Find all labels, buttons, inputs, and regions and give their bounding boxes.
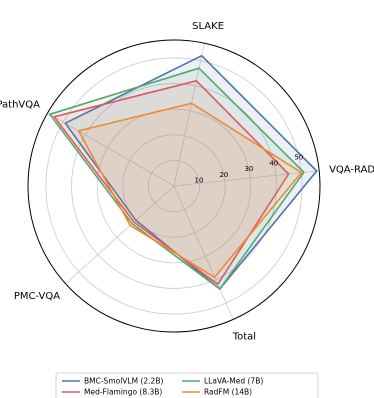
axis-label-2: PathVQA — [0, 100, 40, 111]
radar-grid — [27, 39, 321, 333]
spoke-1 — [173, 43, 205, 187]
grid-circle-0 — [147, 159, 201, 213]
spoke-0 — [173, 170, 320, 187]
tick-label-1: 20 — [219, 171, 228, 179]
legend-label-1: LLaVA-Med (7B) — [204, 377, 263, 386]
legend: BMC-SmolVLM (2.2B) LLaVA-Med (7B) Med-Flam… — [55, 372, 319, 398]
legend-label-0: BMC-SmolVLM (2.2B) — [84, 377, 163, 386]
spoke-4 — [173, 185, 234, 320]
grid-circle-2 — [96, 108, 252, 264]
grid-circle-3 — [71, 83, 277, 289]
radar-series — [48, 54, 318, 290]
legend-box — [55, 372, 319, 398]
series-1 — [48, 67, 305, 290]
axis-label-3: PMC-VQA — [14, 291, 60, 302]
tick-label-3: 40 — [269, 160, 278, 168]
spoke-2 — [47, 112, 175, 187]
legend-label-3: RadFM (14B) — [204, 388, 252, 397]
legend-label-2: Med-Flamingo (8.3B) — [84, 388, 162, 397]
grid-circle-1 — [122, 134, 226, 238]
tick-label-4: 50 — [294, 154, 303, 162]
axis-label-1: SLAKE — [192, 21, 224, 32]
outer-circle — [27, 39, 321, 333]
grid-circle-4 — [45, 57, 303, 315]
axis-label-4: Total — [232, 331, 256, 342]
series-2 — [53, 80, 290, 286]
tick-label-2: 30 — [244, 165, 253, 173]
radar-labels: VQA-RAD SLAKE PathVQA PMC-VQA Total 10 20 30 40 5… — [0, 21, 374, 342]
spoke-3 — [65, 185, 175, 284]
axis-label-0: VQA-RAD — [329, 164, 374, 175]
tick-label-0: 10 — [195, 177, 204, 185]
series-3 — [77, 102, 303, 279]
